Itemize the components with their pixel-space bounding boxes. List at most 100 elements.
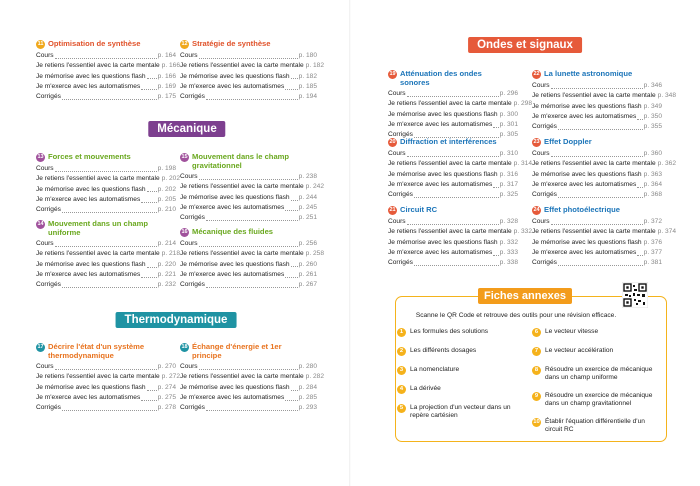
entry-page: p. 338 [499,259,518,267]
dot-leader [406,223,499,225]
chapter-title: Stratégie de synthèse [192,39,271,48]
entry-page: p. 300 [499,110,518,118]
chapter-heading: 14 Mouvement dans un champ uniforme [36,219,176,237]
entry-label: Je mémorise avec les questions flash [36,185,146,193]
dot-leader [637,254,643,256]
entry-label: Je retiens l'essentiel avec la carte men… [532,228,656,236]
entry-label: Cours [388,90,406,98]
toc-entry: Je retiens l'essentiel avec la carte men… [532,227,676,237]
entry-label: Cours [388,218,406,225]
chapter: 14 Mouvement dans un champ uniforme Cours p… [36,219,180,291]
toc-entry: Je mémorise avec les questions flash p. 2… [36,383,176,393]
entry-page: p. 332 [499,238,518,246]
toc-entry: Cours p. 256 [180,239,317,249]
entry-label: Je m'exerce avec les automatismes [532,180,637,188]
toc-entry: Je m'exerce avec les automatismes p. 301 [388,120,518,130]
dot-leader [54,57,157,59]
entry-page: p. 169 [157,82,176,90]
chapter-title: Mouvement dans un champ uniforme [48,219,148,237]
toc-entry: Je m'exerce avec les automatismes p. 261 [180,270,317,280]
entry-page: p. 245 [298,204,317,212]
toc-entry: Je m'exerce avec les automatismes p. 169 [36,82,176,92]
chapter-number: 17 [36,343,45,352]
toc-entry: Je mémorise avec les questions flash p. 3… [532,102,662,112]
entry-label: Je mémorise avec les questions flash [388,238,498,246]
entry-label: Cours [36,240,54,248]
dot-leader [198,57,298,59]
entry-label: Je retiens l'essentiel avec la carte men… [180,373,304,381]
entry-label: Corrigés [36,404,61,412]
entry-label: Je m'exerce avec les automatismes [36,271,141,279]
entry-label: Je mémorise avec les questions flash [180,193,290,201]
toc-entry: Je retiens l'essentiel avec la carte men… [180,372,324,382]
dot-leader [557,196,643,198]
toc-entry: Je mémorise avec les questions flash p. 3… [532,170,662,180]
dot-leader [61,287,157,289]
entry-label: Corrigés [180,93,205,101]
annex-number: 5 [397,404,406,413]
dot-leader [61,211,157,213]
chapter: 12 Stratégie de synthèse Cours p. 180 Je ret… [180,39,324,102]
entry-page: p. 261 [298,270,317,278]
entry-page: p. 260 [298,260,317,268]
entry-label: Cours [36,363,54,371]
entry-page: p. 310 [499,150,518,157]
entry-page: p. 362 [657,160,677,168]
toc-entry: Je retiens l'essentiel avec la carte men… [36,372,180,382]
entry-label: Je m'exerce avec les automatismes [36,82,141,90]
toc-entry: Corrigés p. 355 [532,122,662,132]
entry-page: p. 267 [298,281,317,289]
toc-entry: Cours p. 214 [36,239,176,249]
entry-label: Cours [36,52,54,59]
entry-page: p. 305 [499,131,518,139]
entry-label: Cours [180,173,198,181]
entry-label: Je mémorise avec les questions flash [532,170,642,178]
entry-page: p. 346 [643,82,662,89]
chapter-title: Atténuation des ondes sonores [400,69,482,87]
toc-entry: Je m'exerce avec les automatismes p. 245 [180,203,317,213]
annex-number: 7 [532,347,541,356]
entry-page: p. 316 [499,170,518,178]
toc-entry: Corrigés p. 210 [36,205,176,215]
entry-page: p. 282 [305,373,325,381]
entry-page: p. 355 [643,123,662,131]
chapter-title: Optimisation de synthèse [48,39,141,48]
dot-leader [205,220,298,222]
entry-page: p. 166 [161,62,181,70]
toc-entry: Je retiens l'essentiel avec la carte men… [388,99,532,109]
entry-label: Je retiens l'essentiel avec la carte men… [36,175,160,183]
toc-entry: Je m'exerce avec les automatismes p. 364 [532,180,662,190]
annexes-title: Fiches annexes [478,288,572,304]
toc-entry: Cours p. 198 [36,164,176,174]
toc-entry: Corrigés p. 232 [36,280,176,290]
entry-label: Je mémorise avec les questions flash [36,260,146,268]
toc-entry: Corrigés p. 175 [36,92,176,102]
dot-leader [550,87,643,89]
toc-entry: Je mémorise avec les questions flash p. 2… [36,185,176,195]
annexes-intro: Scanne le QR Code et retrouve des outils… [415,312,617,319]
entry-label: Je m'exerce avec les automatismes [180,82,285,90]
entry-page: p. 298 [513,100,533,108]
chapter: 13 Forces et mouvements Cours p. 198 Je reti… [36,152,180,215]
dot-leader [61,410,157,412]
chapter-number: 14 [36,220,45,229]
entry-page: p. 348 [657,92,677,100]
chapter: 17 Décrire l'état d'un système thermodyna… [36,342,180,414]
dot-leader [413,137,499,139]
entry-label: Corrigés [180,214,205,222]
dot-leader [290,78,298,80]
entry-label: Cours [180,240,198,247]
annex-label: La nomenclature [410,366,460,373]
annex-label: Le vecteur accélération [545,347,614,354]
annex-number: 1 [397,328,406,337]
entry-page: p. 202 [161,175,181,183]
entry-page: p. 364 [643,180,662,188]
entry-page: p. 244 [298,193,317,201]
entry-page: p. 280 [298,363,317,371]
annexes-column: 6 Le vecteur vitesse 7 Le vecteur accélérat… [532,328,660,444]
annex-item: 4 La dérivée [397,385,525,394]
entry-page: p. 210 [157,206,176,214]
chapter-number: 23 [532,138,541,147]
entry-page: p. 332 [513,228,533,236]
dot-leader [205,286,298,288]
